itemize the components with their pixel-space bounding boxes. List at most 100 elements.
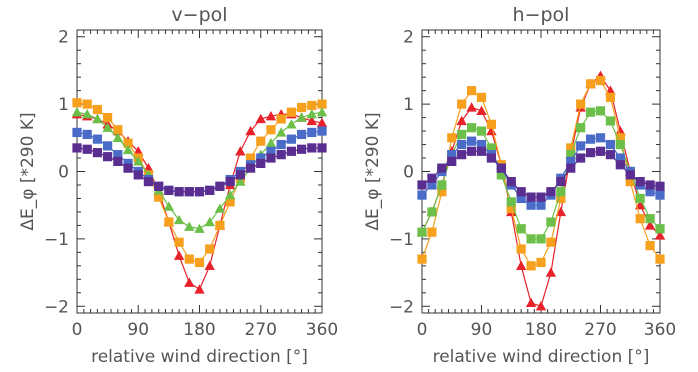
data-point <box>266 146 276 156</box>
data-point <box>296 129 307 140</box>
data-point <box>235 146 246 156</box>
data-point <box>123 158 133 169</box>
data-point <box>655 224 665 234</box>
data-point <box>256 158 266 169</box>
data-point <box>72 98 82 108</box>
data-point <box>516 244 526 254</box>
data-point <box>286 107 296 117</box>
data-point <box>82 109 93 119</box>
data-point <box>526 200 536 210</box>
data-point <box>173 214 185 225</box>
data-point <box>113 125 123 135</box>
data-point <box>447 156 457 166</box>
data-point <box>174 187 184 197</box>
series-line <box>421 74 661 308</box>
data-point <box>266 125 276 135</box>
data-point <box>615 125 626 136</box>
data-point <box>204 216 215 227</box>
data-point <box>256 136 266 146</box>
data-point <box>535 301 547 311</box>
data-point <box>276 114 286 124</box>
data-point <box>506 197 516 207</box>
data-point <box>296 112 307 122</box>
data-point <box>225 197 235 207</box>
data-point <box>556 177 566 187</box>
data-point <box>615 133 625 143</box>
data-point <box>486 119 497 129</box>
x-tick-label: 360 <box>306 320 338 340</box>
data-point <box>516 224 526 234</box>
data-point <box>476 139 487 150</box>
data-point <box>615 153 625 163</box>
plot-frame <box>421 29 661 314</box>
y-tick-label: 0 <box>58 163 69 183</box>
y-tick-label: −1 <box>44 230 69 250</box>
data-point <box>595 133 606 143</box>
data-point <box>72 127 82 138</box>
data-point <box>456 115 467 126</box>
x-tick-label: 0 <box>72 320 83 340</box>
data-point <box>174 237 184 247</box>
data-point <box>184 254 194 264</box>
data-point <box>184 221 195 231</box>
x-axis-label: relative wind direction [°] <box>433 347 650 367</box>
data-point <box>644 220 656 230</box>
data-point <box>615 160 625 170</box>
data-point <box>516 193 526 204</box>
plot-frame <box>76 29 323 314</box>
data-point <box>437 163 447 173</box>
data-point <box>427 227 437 237</box>
data-point <box>286 134 296 144</box>
y-tick-label: −2 <box>44 297 69 317</box>
data-point <box>536 192 546 202</box>
data-point <box>486 143 497 153</box>
data-point <box>525 297 537 308</box>
data-point <box>457 150 467 160</box>
data-point <box>476 126 487 136</box>
y-tick-label: −1 <box>389 230 414 250</box>
y-axis-label: ΔE_φ [*290 K] <box>363 112 383 230</box>
y-tick-label: 2 <box>58 28 69 48</box>
data-point <box>515 260 527 270</box>
data-point <box>317 143 327 153</box>
data-point <box>655 254 665 264</box>
data-point <box>655 181 665 191</box>
data-point <box>555 206 567 217</box>
data-point <box>164 185 174 195</box>
data-point <box>496 163 506 173</box>
data-point <box>645 180 655 190</box>
data-point <box>92 148 103 158</box>
x-tick-label: 270 <box>584 320 616 340</box>
data-point <box>526 234 536 244</box>
data-point <box>466 86 477 96</box>
data-point <box>526 261 536 271</box>
x-tick-label: 180 <box>525 320 557 340</box>
data-point <box>82 144 92 154</box>
data-point <box>307 127 317 138</box>
x-tick-label: 180 <box>183 320 215 340</box>
data-point <box>506 203 516 214</box>
data-point <box>605 92 616 102</box>
data-point <box>123 163 133 173</box>
x-tick-label: 90 <box>127 320 149 340</box>
data-point <box>427 207 437 217</box>
data-point <box>516 187 526 197</box>
data-point <box>286 146 296 156</box>
y-tick-label: 0 <box>403 163 414 183</box>
data-point <box>154 181 164 191</box>
data-point <box>113 150 123 160</box>
data-point <box>306 115 317 126</box>
data-point <box>265 138 277 148</box>
data-point <box>476 92 487 102</box>
data-point <box>466 146 477 156</box>
data-point <box>184 187 194 197</box>
data-point <box>585 134 596 144</box>
data-point <box>605 116 616 126</box>
data-point <box>286 119 297 129</box>
data-point <box>585 148 596 158</box>
y-tick-label: 2 <box>403 28 414 48</box>
data-point <box>655 190 665 200</box>
data-point <box>466 102 477 112</box>
chart-title: h−pol <box>513 4 570 26</box>
